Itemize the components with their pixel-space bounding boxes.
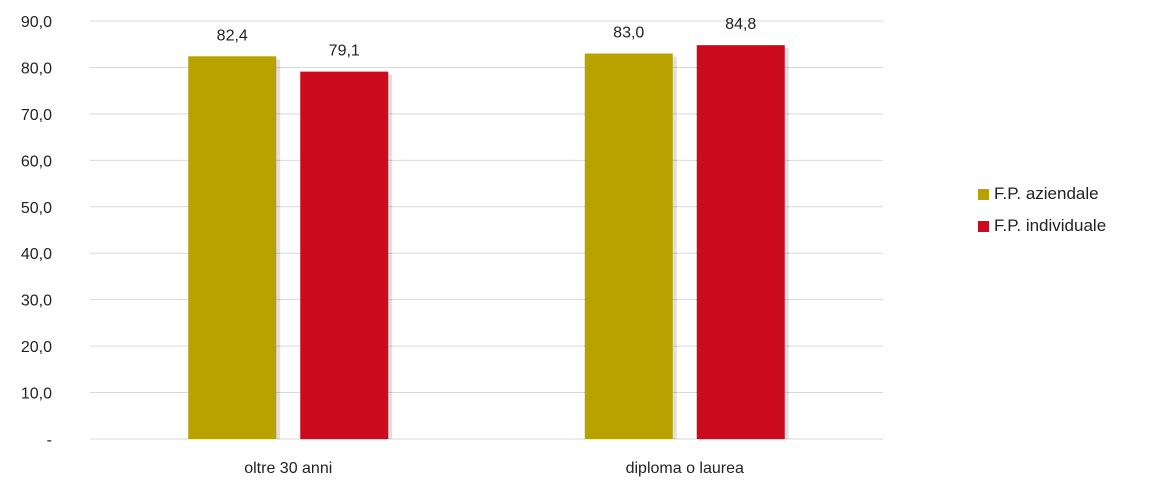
y-tick-label: 20,0 [21, 339, 52, 356]
legend-swatch [978, 220, 989, 232]
legend-label: F.P. individuale [994, 216, 1107, 235]
y-tick-label: 50,0 [21, 200, 52, 217]
bar [584, 53, 673, 440]
y-tick-label: 80,0 [21, 60, 52, 77]
y-tick-label: 90,0 [21, 14, 52, 31]
legend-item-fp-individuale: F.P. individuale [978, 210, 1106, 242]
x-axis-labels: oltre 30 anni diploma o laurea [244, 460, 744, 477]
y-tick-label: - [47, 432, 52, 449]
y-axis-ticks: - 10,0 20,0 30,0 40,0 50,0 60,0 70,0 80,0 90,0 [21, 14, 52, 449]
x-category-label: oltre 30 anni [244, 460, 332, 477]
data-label: 82,4 [217, 27, 248, 44]
bar [696, 45, 785, 439]
x-category-label: diploma o laurea [626, 460, 744, 477]
legend-label: F.P. aziendale [994, 184, 1099, 203]
y-tick-label: 10,0 [21, 386, 52, 403]
y-tick-label: 40,0 [21, 246, 52, 263]
bar [188, 56, 277, 439]
data-label: 83,0 [613, 25, 644, 42]
y-tick-label: 30,0 [21, 293, 52, 310]
legend-item-fp-aziendale: F.P. aziendale [978, 178, 1106, 210]
legend-swatch [978, 188, 989, 200]
bars: 82,4 79,1 83,0 84,8 [188, 16, 789, 440]
data-label: 79,1 [329, 43, 360, 60]
bar [300, 71, 389, 439]
y-tick-label: 70,0 [21, 107, 52, 124]
legend: F.P. aziendale F.P. individuale [978, 178, 1106, 242]
data-label: 84,8 [725, 16, 756, 33]
y-tick-label: 60,0 [21, 153, 52, 170]
